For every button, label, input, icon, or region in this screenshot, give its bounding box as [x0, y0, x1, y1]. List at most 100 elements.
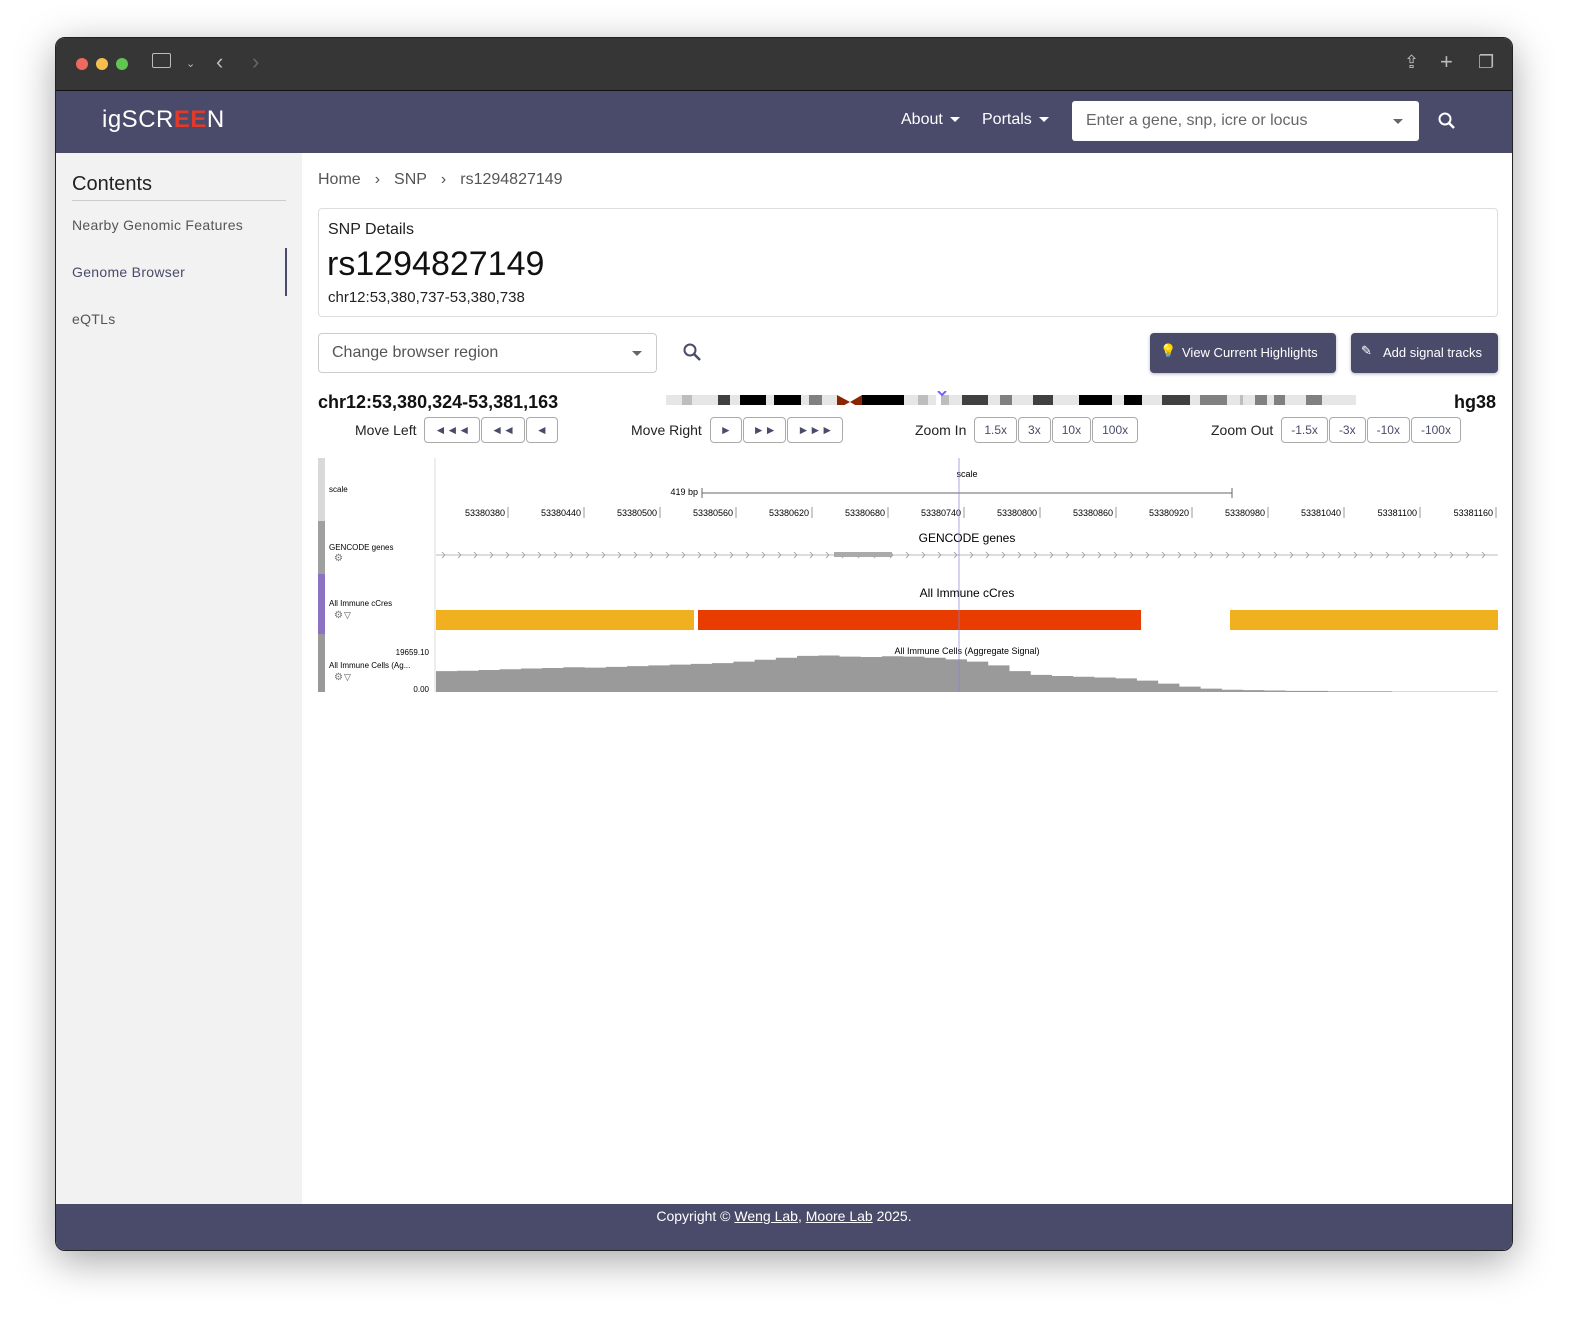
snp-details-card: SNP Details rs1294827149 chr12:53,380,73…: [318, 208, 1498, 317]
zoom-out-1.5x-button[interactable]: -1.5x: [1281, 417, 1328, 443]
move-left-label: Move Left: [355, 422, 417, 438]
zoom-in-100x-button[interactable]: 100x: [1092, 417, 1139, 443]
chromosome-band: [941, 395, 949, 405]
move-right-medium-button[interactable]: ►►: [742, 417, 787, 443]
move-left-medium-button[interactable]: ◄◄: [481, 417, 525, 443]
chromosome-band: [1124, 395, 1142, 405]
strand-arrow: [1465, 551, 1470, 559]
track-handle-genes[interactable]: [318, 521, 325, 574]
move-left-small-button[interactable]: ◄: [525, 417, 558, 443]
chromosome-ideogram[interactable]: [666, 391, 1356, 405]
search-icon[interactable]: [682, 342, 704, 364]
strand-arrow: [569, 551, 574, 559]
strand-arrow: [473, 551, 478, 559]
forward-icon[interactable]: ›: [252, 49, 260, 74]
chevron-down-icon[interactable]: ⌄: [186, 58, 196, 70]
track-handle-scale[interactable]: [318, 458, 325, 521]
ruler-tick-label: 53380800: [997, 508, 1037, 518]
zoom-in-3x-button[interactable]: 3x: [1018, 417, 1051, 443]
ccre-element[interactable]: [436, 610, 694, 630]
move-left-large-button[interactable]: ◄◄◄: [424, 417, 481, 443]
zoom-out-10x-button[interactable]: -10x: [1366, 417, 1410, 443]
strand-arrow: [761, 551, 766, 559]
ruler-tick-label: 53381040: [1301, 508, 1341, 518]
about-menu[interactable]: About: [901, 111, 960, 129]
track-label-signal: All Immune Cells (Ag...: [329, 661, 410, 670]
maximize-window-button[interactable]: [116, 58, 128, 70]
close-window-button[interactable]: [76, 58, 88, 70]
strand-arrow: [1001, 551, 1006, 559]
move-right-small-button[interactable]: ►: [709, 417, 742, 443]
breadcrumb-snp[interactable]: SNP: [394, 171, 427, 188]
caret-down-icon[interactable]: [1393, 119, 1403, 124]
strand-arrow: [713, 551, 718, 559]
gear-icon[interactable]: ⚙: [334, 553, 343, 564]
sidebar-item-eqtls[interactable]: eQTLs: [72, 311, 116, 327]
back-icon[interactable]: ‹: [216, 49, 224, 74]
portals-menu[interactable]: Portals: [982, 111, 1049, 129]
gear-icon[interactable]: ⚙: [334, 610, 343, 621]
track-handle-signal[interactable]: [318, 634, 325, 692]
ccre-element[interactable]: [698, 610, 1141, 630]
centromere: [850, 395, 862, 405]
region-input[interactable]: Change browser region: [318, 333, 657, 373]
chromosome-band: [1200, 395, 1227, 405]
strand-arrow: [441, 551, 446, 559]
new-tab-icon[interactable]: +: [1440, 49, 1453, 74]
gene-exon[interactable]: [834, 552, 892, 557]
view-highlights-button[interactable]: 💡 View Current Highlights: [1150, 333, 1336, 373]
copyright-text: Copyright ©: [656, 1208, 735, 1224]
genes-track-title: GENCODE genes: [919, 531, 1016, 545]
minimize-window-button[interactable]: [96, 58, 108, 70]
moore-lab-link[interactable]: Moore Lab: [805, 1208, 873, 1224]
ccre-element[interactable]: [1230, 610, 1498, 630]
chromosome-band: [1162, 395, 1190, 405]
chromosome-band: [962, 395, 988, 405]
chromosome-band: [1285, 395, 1306, 405]
move-right-large-button[interactable]: ►►►: [787, 417, 844, 443]
chevron-right-icon: ›: [440, 171, 447, 188]
chromosome-band: [774, 395, 801, 405]
track-handle-ccres[interactable]: [318, 574, 325, 634]
zoom-out-100x-button[interactable]: -100x: [1410, 417, 1461, 443]
track-label-scale: scale: [329, 485, 348, 494]
zoom-in-10x-button[interactable]: 10x: [1051, 417, 1092, 443]
share-icon[interactable]: ⇪: [1404, 52, 1420, 72]
zoom-in-1.5x-button[interactable]: 1.5x: [974, 417, 1018, 443]
title-bar: ⌄ ‹ › ⇪ + ❐: [56, 38, 1512, 91]
separator: ,: [797, 1208, 806, 1224]
strand-arrow: [1193, 551, 1198, 559]
zoom-out-3x-button[interactable]: -3x: [1328, 417, 1366, 443]
snp-coordinates: chr12:53,380,737-53,380,738: [328, 289, 525, 306]
strand-arrow: [505, 551, 510, 559]
search-input[interactable]: Enter a gene, snp, icre or locus: [1072, 101, 1419, 141]
weng-lab-link[interactable]: Weng Lab: [734, 1208, 798, 1224]
tabs-overview-icon[interactable]: ❐: [1478, 52, 1495, 72]
genome-browser-tracks[interactable]: scale GENCODE genes ⚙ All Immune cCres ⚙…: [318, 458, 1498, 698]
chromosome-band: [904, 395, 918, 405]
divider: [72, 200, 286, 201]
strand-arrow: [953, 551, 958, 559]
search-icon[interactable]: [1437, 111, 1457, 131]
chromosome-band: [1190, 395, 1200, 405]
add-signal-tracks-button[interactable]: ✎ Add signal tracks: [1351, 333, 1498, 373]
gear-icon[interactable]: ⚙: [334, 672, 343, 683]
signal-area[interactable]: [436, 655, 1498, 692]
strand-arrow: [601, 551, 606, 559]
ruler-tick-label: 53380380: [465, 508, 505, 518]
chromosome-band: [949, 395, 962, 405]
strand-arrow: [1017, 551, 1022, 559]
filter-icon[interactable]: ▽: [344, 672, 351, 682]
strand-arrow: [745, 551, 750, 559]
filter-icon[interactable]: ▽: [344, 610, 351, 620]
breadcrumb-home[interactable]: Home: [318, 171, 361, 188]
zoom-in-label: Zoom In: [915, 422, 967, 438]
logo[interactable]: igSCREEN: [102, 106, 225, 134]
button-label: View Current Highlights: [1182, 345, 1318, 360]
sidebar-toggle-icon[interactable]: [152, 53, 171, 68]
sidebar-item-nearby-features[interactable]: Nearby Genomic Features: [72, 217, 244, 233]
strand-arrow: [777, 551, 782, 559]
caret-down-icon[interactable]: [632, 351, 642, 356]
chromosome-band: [1322, 395, 1356, 405]
sidebar-item-genome-browser[interactable]: Genome Browser: [72, 264, 186, 280]
